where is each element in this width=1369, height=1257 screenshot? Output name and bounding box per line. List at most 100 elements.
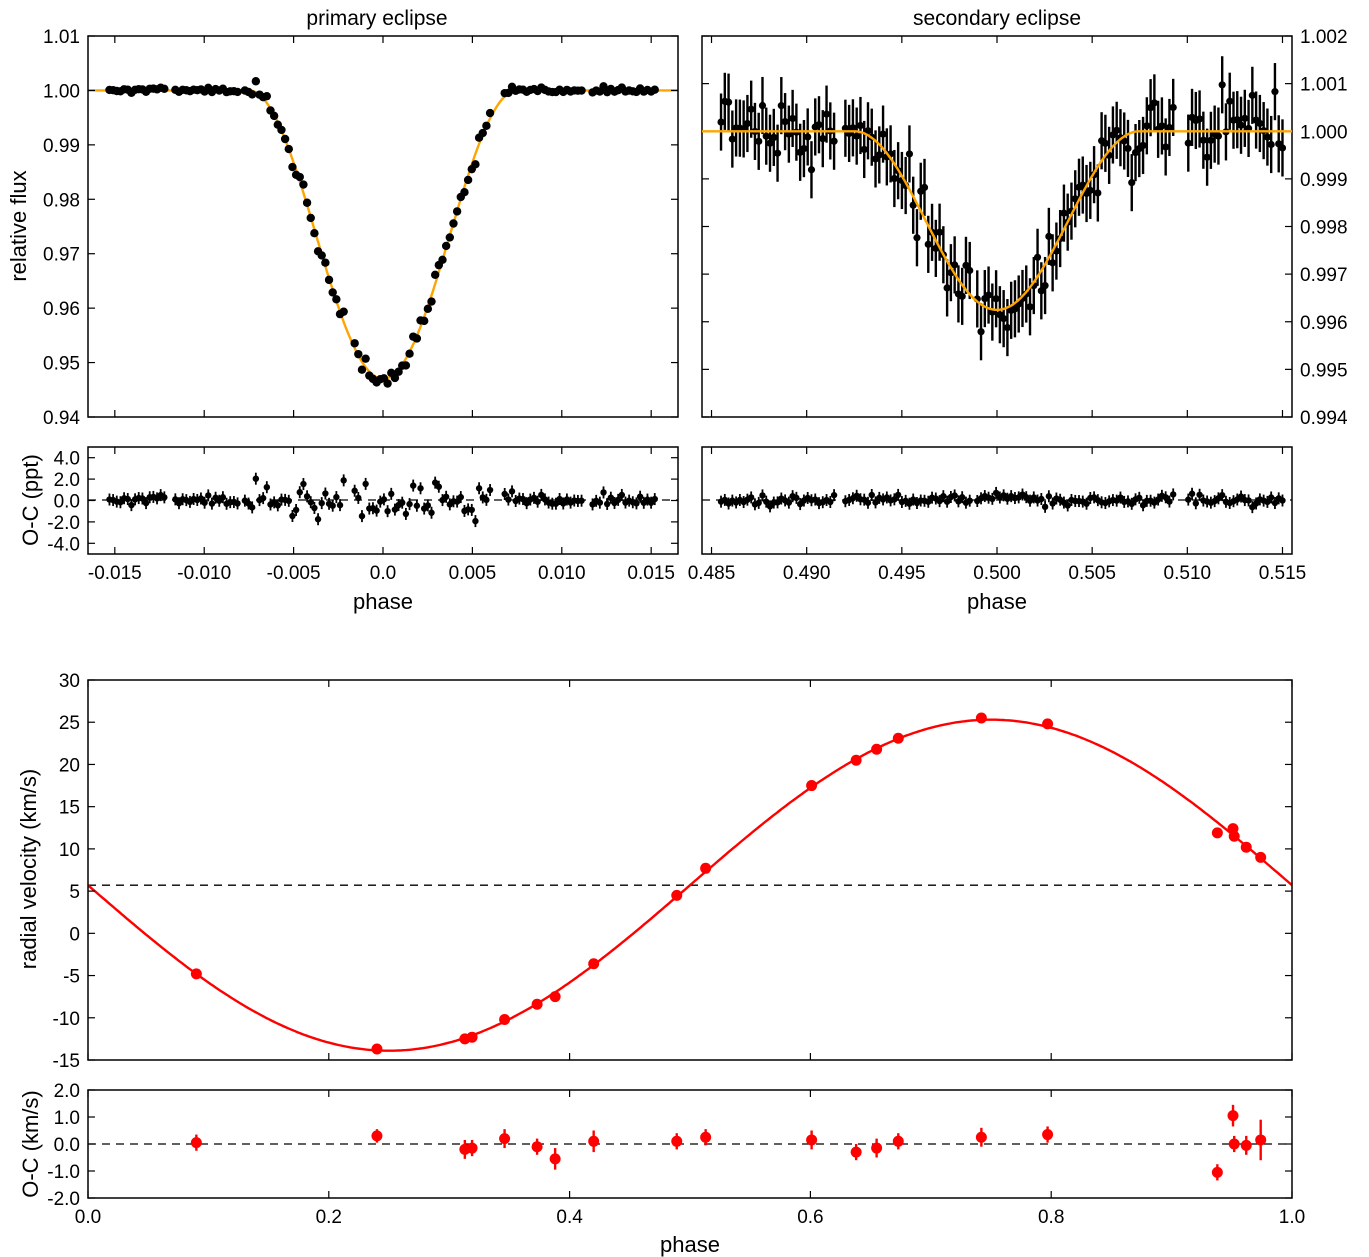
- primary-residual-point: [614, 496, 622, 504]
- rv-residual-frame: [87, 1089, 1293, 1199]
- rv-axes-frame: [87, 679, 1293, 1061]
- primary-x-label: 0.010: [538, 563, 586, 584]
- secondary-flux-point: [804, 133, 812, 141]
- secondary-flux-point: [1113, 126, 1121, 134]
- rv-point: [371, 1043, 383, 1055]
- secondary-residual-point: [1038, 495, 1045, 503]
- rv-point: [975, 712, 987, 724]
- rv-residual-panel: O-C (km/s) -2.0-1.00.01.02.0 0.0 0.2 0.4 0.…: [18, 680, 1305, 1257]
- primary-flux-point: [394, 367, 403, 376]
- rv-x-label: 0.4: [556, 1207, 583, 1228]
- secondary-residual-point: [1218, 491, 1226, 499]
- primary-flux-point: [361, 354, 370, 363]
- primary-residual-point: [413, 502, 421, 509]
- secondary-y-label: 0.996: [1300, 313, 1348, 334]
- secondary-flux-point: [1128, 179, 1136, 187]
- primary-residual-point: [501, 490, 508, 498]
- primary-flux-point: [482, 121, 491, 130]
- secondary-flux-point: [822, 110, 831, 118]
- primary-residual-point: [399, 499, 406, 506]
- secondary-residual-point: [1083, 500, 1090, 507]
- secondary-flux-point: [762, 132, 770, 140]
- secondary-flux-point: [1026, 303, 1034, 311]
- primary-flux-point: [339, 307, 348, 316]
- rv-point: [1240, 841, 1252, 853]
- primary-residual-point: [234, 500, 241, 507]
- primary-residual-point: [139, 495, 146, 502]
- primary-x-label: -0.010: [177, 563, 231, 584]
- primary-residual-point: [259, 494, 267, 502]
- secondary-flux-point: [807, 166, 816, 174]
- secondary-residual-points: [717, 486, 1286, 514]
- primary-residual-point: [300, 480, 307, 488]
- primary-residual-point: [534, 498, 541, 505]
- primary-flux-point: [317, 251, 326, 260]
- primary-x-label: 0.0: [370, 563, 396, 584]
- primary-flux-point: [383, 379, 392, 388]
- secondary-flux-point: [849, 124, 857, 132]
- secondary-axes-frame: [701, 35, 1293, 418]
- secondary-x-label: 0.500: [973, 563, 1021, 584]
- rv-point: [700, 862, 712, 874]
- primary-residual-point: [402, 510, 410, 518]
- rv-point: [892, 732, 904, 744]
- secondary-y-label: 1.000: [1300, 122, 1348, 143]
- rv-residual-point: [806, 1134, 818, 1146]
- secondary-residual-point: [785, 499, 793, 506]
- primary-residual-point: [578, 497, 585, 504]
- primary-flux-point: [419, 316, 429, 326]
- primary-residual-point: [519, 495, 527, 503]
- primary-residual-point: [633, 500, 640, 507]
- primary-flux-point: [401, 361, 411, 370]
- primary-residual-point: [252, 475, 260, 482]
- primary-residual-y-ticks: -4.0-2.00.02.04.0: [47, 449, 678, 555]
- rv-residual-point: [549, 1153, 561, 1165]
- secondary-x-label: 0.510: [1164, 563, 1212, 584]
- primary-x-label: 0.005: [449, 563, 497, 584]
- primary-residual-point: [296, 489, 303, 496]
- rv-point: [190, 968, 202, 980]
- secondary-y-label: 1.002: [1300, 27, 1348, 48]
- primary-flux-point: [405, 349, 414, 358]
- primary-residual-point: [289, 512, 296, 520]
- rv-x-label: 0.0: [75, 1207, 101, 1228]
- secondary-flux-point: [1162, 143, 1170, 151]
- secondary-residual-point: [755, 499, 762, 507]
- primary-x-label: -0.005: [267, 563, 321, 584]
- primary-residual-panel: O-C (ppt) -4.0-2.00.02.04.0 -0.015 -0.010…: [18, 36, 679, 614]
- rv-residual-point: [892, 1135, 904, 1147]
- secondary-flux-point: [1120, 137, 1128, 145]
- primary-flux-point: [332, 295, 341, 304]
- primary-y-ticks: 0.94 0.95 0.96 0.97 0.98 0.99 1.00 1.01: [43, 27, 678, 429]
- secondary-residual-point: [1170, 491, 1177, 498]
- primary-residual-point: [410, 482, 417, 489]
- secondary-flux-point: [819, 135, 827, 143]
- secondary-y-label: 1.001: [1300, 75, 1348, 96]
- primary-residual-point: [355, 494, 362, 502]
- secondary-residual-point: [1267, 494, 1275, 501]
- primary-residual-point: [486, 486, 494, 494]
- rv-point: [588, 958, 600, 970]
- secondary-flux-point: [1271, 88, 1279, 96]
- secondary-flux-point: [958, 292, 966, 300]
- primary-residual-point: [607, 494, 615, 501]
- primary-flux-point: [438, 255, 447, 265]
- rv-residual-point: [588, 1135, 600, 1147]
- primary-flux-point: [577, 86, 586, 95]
- primary-y-label: 0.97: [43, 245, 80, 266]
- primary-residual-point: [340, 477, 347, 484]
- secondary-flux-point: [1267, 140, 1275, 149]
- rv-residual-point: [671, 1135, 683, 1147]
- rv-point: [671, 889, 683, 901]
- primary-eclipse-title: primary eclipse: [306, 7, 447, 30]
- secondary-flux-point: [864, 127, 872, 135]
- secondary-flux-point: [841, 124, 849, 132]
- rv-point: [466, 1031, 478, 1043]
- primary-flux-point: [306, 213, 315, 223]
- rv-y-label: 25: [59, 713, 80, 734]
- secondary-flux-point: [1203, 153, 1211, 161]
- secondary-flux-point: [977, 328, 985, 336]
- primary-residual-point: [596, 499, 604, 506]
- secondary-residual-point: [868, 491, 875, 499]
- secondary-flux-point: [890, 174, 898, 183]
